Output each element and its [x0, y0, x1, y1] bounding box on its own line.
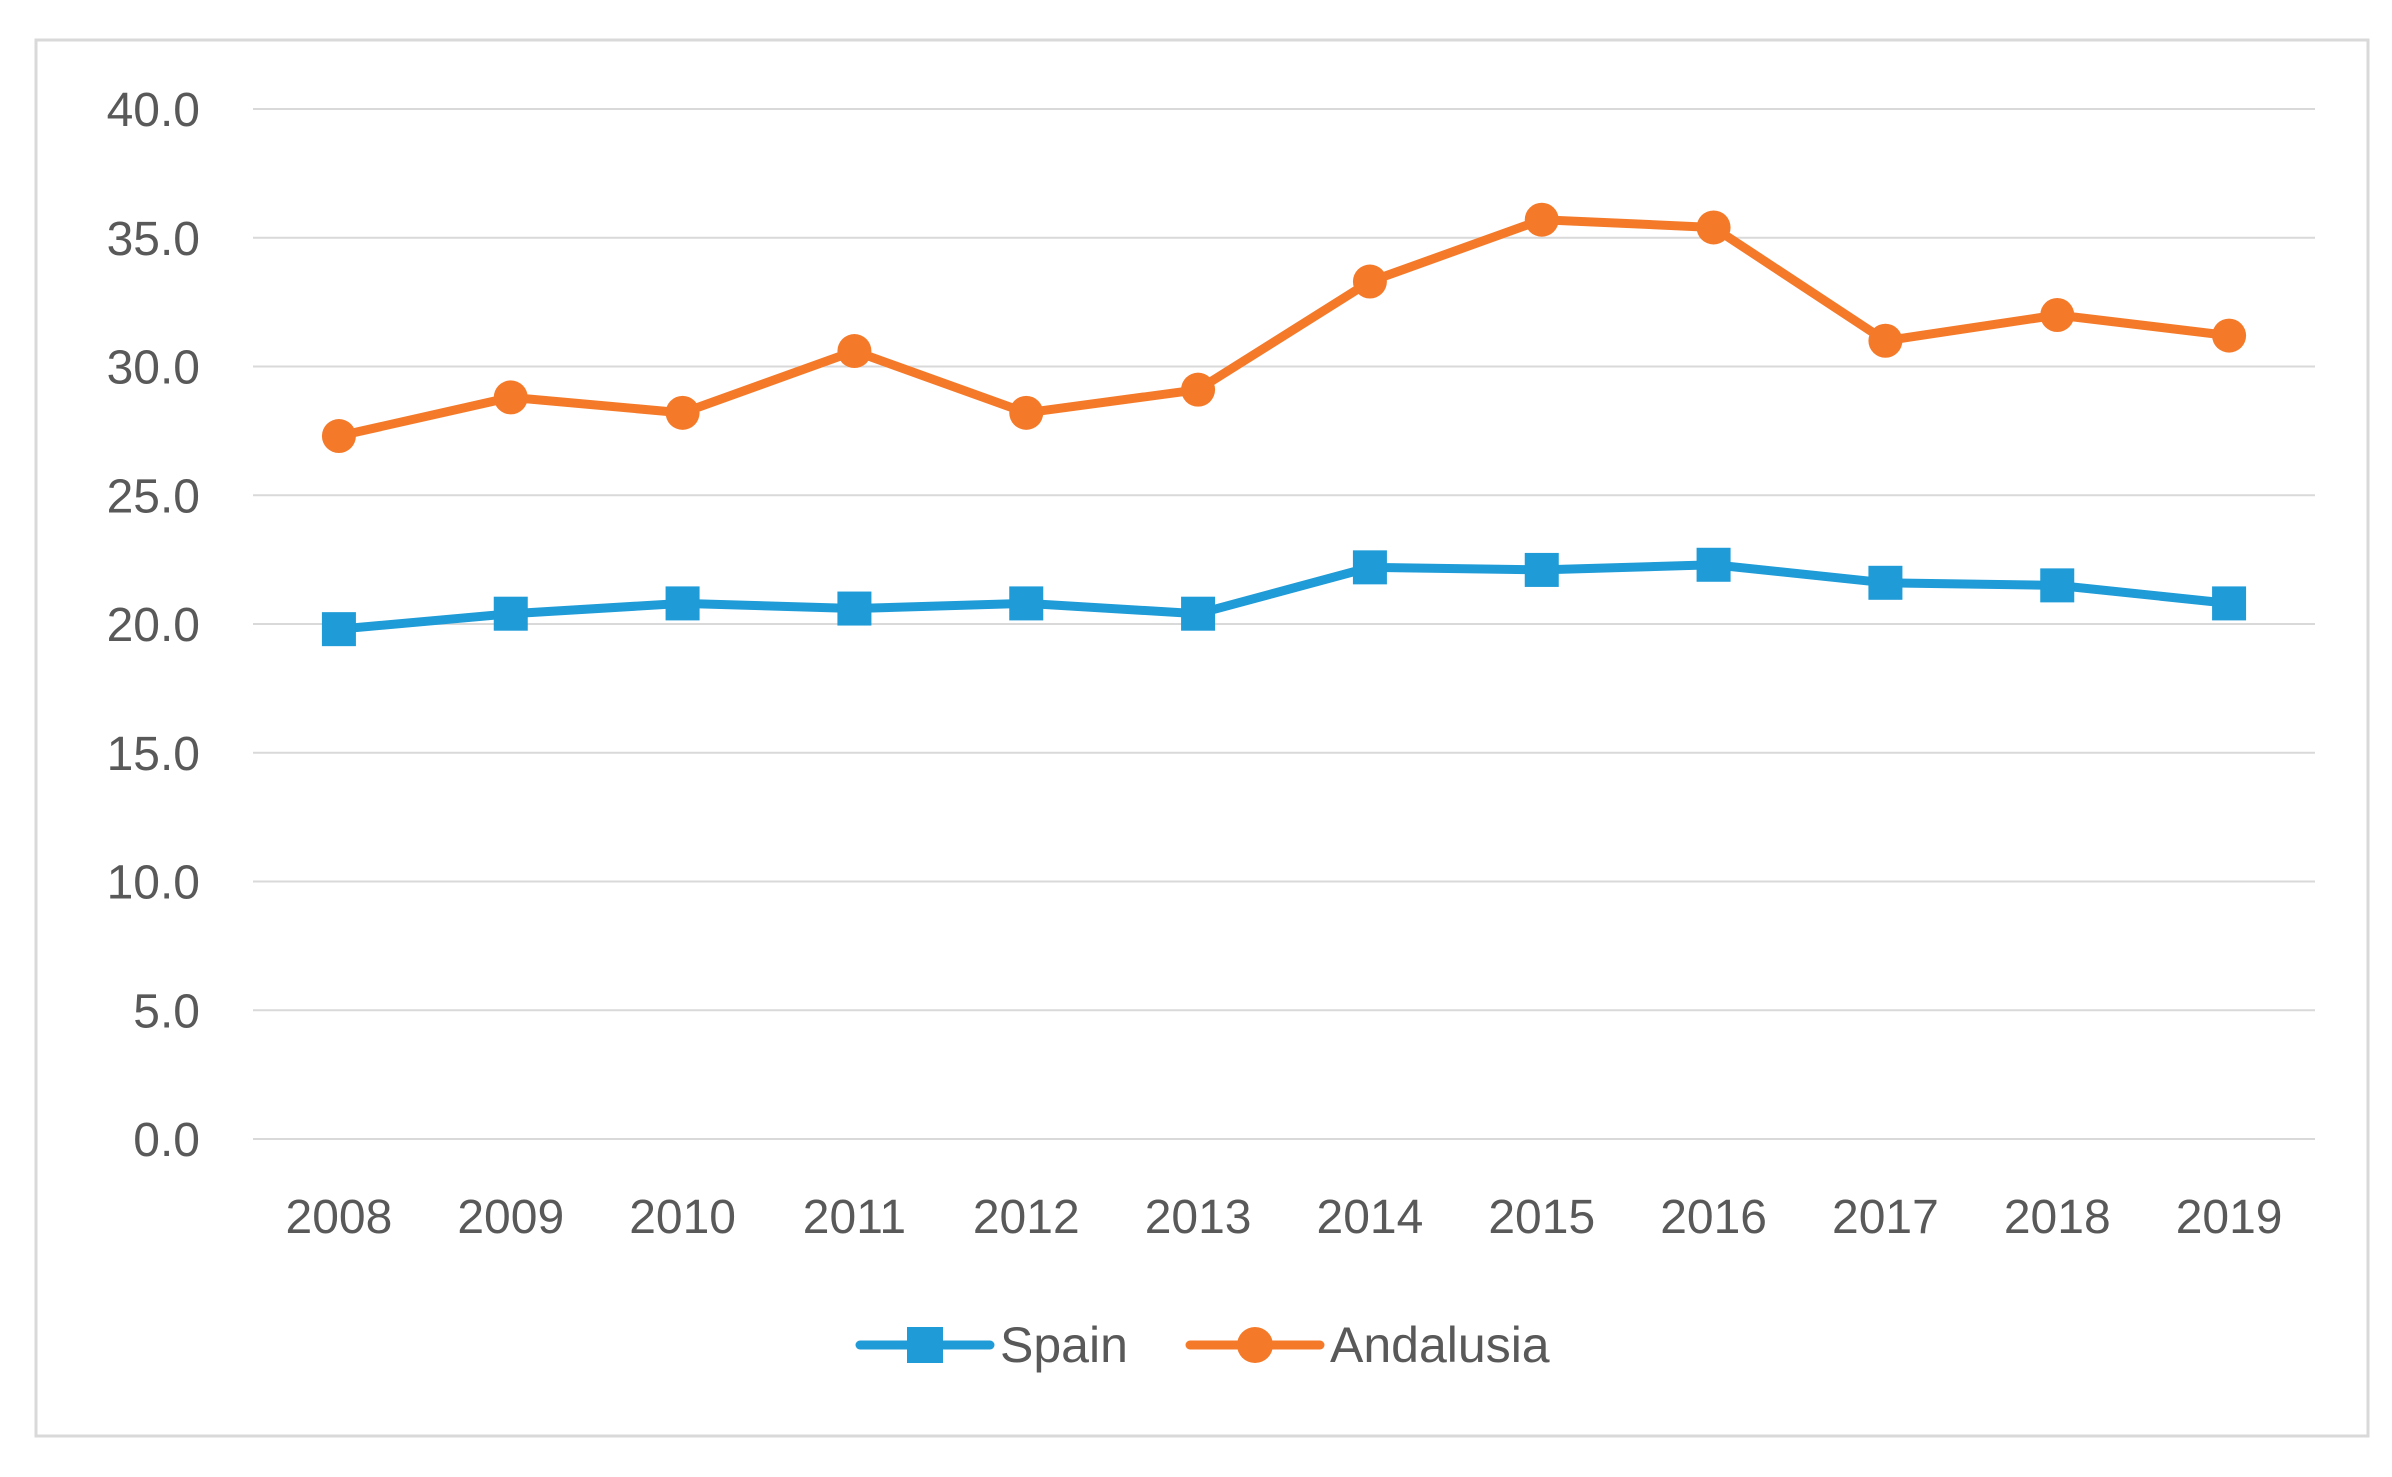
andalusia-point	[2212, 318, 2247, 353]
spain-point	[2212, 586, 2247, 621]
y-tick-label: 40.0	[107, 84, 200, 137]
spain-point	[1181, 596, 1216, 631]
chart-border	[34, 38, 2370, 1438]
series-markers	[321, 202, 2247, 647]
andalusia-point	[1009, 395, 1044, 430]
y-tick-label: 15.0	[107, 728, 200, 781]
x-tick-label: 2010	[629, 1191, 736, 1244]
x-tick-label: 2013	[1145, 1191, 1252, 1244]
legend: Spain Andalusia	[855, 1317, 1550, 1373]
y-tick-label: 20.0	[107, 599, 200, 652]
series-lines	[334, 215, 2234, 634]
legend-andalusia-marker	[1237, 1327, 1273, 1363]
legend-andalusia-label: Andalusia	[1330, 1317, 1550, 1373]
andalusia-point	[1868, 323, 1903, 358]
x-tick-label: 2015	[1488, 1191, 1595, 1244]
andalusia-point	[665, 395, 700, 430]
y-tick-label: 25.0	[107, 470, 200, 523]
x-tick-label: 2017	[1832, 1191, 1939, 1244]
spain-point	[837, 591, 872, 626]
spain-point	[321, 612, 356, 647]
legend-spain-label: Spain	[1000, 1317, 1128, 1373]
spain-point	[1009, 586, 1044, 621]
andalusia-point	[493, 380, 528, 415]
y-tick-label: 10.0	[107, 857, 200, 910]
x-tick-label: 2011	[803, 1191, 906, 1244]
y-tick-label: 35.0	[107, 213, 200, 266]
spain-point	[1696, 547, 1731, 582]
andalusia-point	[1524, 202, 1559, 237]
spain-point	[1352, 550, 1387, 585]
andalusia-point	[2040, 298, 2075, 332]
legend-spain-marker	[907, 1327, 943, 1363]
x-tick-label: 2008	[286, 1191, 393, 1244]
andalusia-point	[1352, 264, 1387, 299]
x-tick-label: 2018	[2004, 1191, 2111, 1244]
andalusia-point	[1181, 372, 1216, 407]
gridlines	[253, 108, 2315, 1140]
spain-series-line	[334, 560, 2234, 634]
spain-point	[665, 586, 700, 621]
x-tick-label: 2009	[457, 1191, 564, 1244]
y-tick-label: 5.0	[133, 985, 200, 1038]
spain-point	[2040, 568, 2075, 603]
y-tick-label: 0.0	[133, 1114, 200, 1167]
andalusia-point	[1696, 210, 1731, 245]
spain-point	[493, 596, 528, 631]
y-axis-ticks: 0.0 5.0 10.0 15.0 20.0 25.0 30.0 35.0 40.0	[107, 84, 200, 1167]
x-tick-label: 2012	[973, 1191, 1080, 1244]
andalusia-point	[321, 419, 356, 454]
andalusia-point	[837, 334, 872, 369]
y-tick-label: 30.0	[107, 342, 200, 395]
x-tick-label: 2016	[1660, 1191, 1767, 1244]
x-tick-label: 2019	[2176, 1191, 2283, 1244]
spain-point	[1524, 552, 1559, 587]
spain-point	[1868, 565, 1903, 600]
x-tick-label: 2014	[1317, 1191, 1424, 1244]
andalusia-series-line	[334, 215, 2234, 441]
x-axis-ticks: 2008 2009 2010 2011 2012 2013 2014 2015 2016 2017…	[286, 1191, 2283, 1244]
